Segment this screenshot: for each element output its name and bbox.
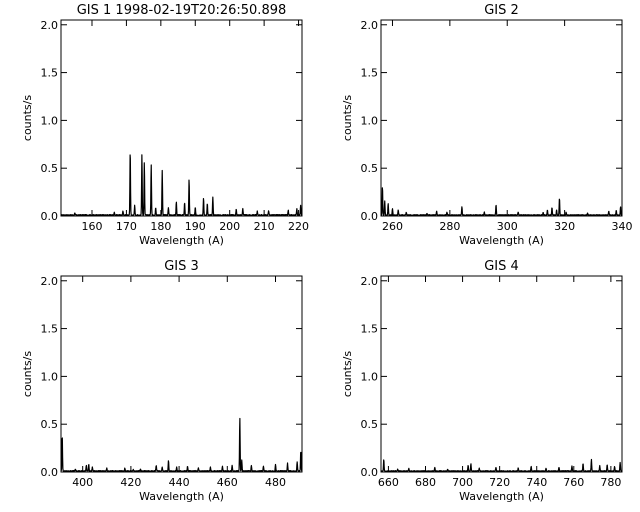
y-tick-label: 1.0 (361, 114, 379, 127)
x-tick-label: 190 (185, 220, 206, 233)
y-tick-label: 0.0 (41, 466, 59, 479)
panel-gis-2: 260 280 300 320 340 0.0 0.5 1.0 1.5 2.0 GIS 2 Wavel… (341, 3, 633, 247)
y-tick-label: 2.0 (41, 19, 59, 32)
x-axis-label: Wavelength (A) (459, 234, 544, 247)
x-tick-label: 300 (497, 220, 518, 233)
chart-title: GIS 3 (164, 259, 199, 274)
panel-gis-1: 160 170 180 190 200 210 220 0.0 0.5 1.0 1.5 2.0 GIS … (21, 3, 309, 247)
panel-gis-4: 660 680 700 720 740 760 780 0.0 0.5 1.0 1.5 2.0 GIS … (341, 259, 623, 503)
x-tick-label: 170 (116, 220, 137, 233)
y-tick-label: 2.0 (361, 275, 379, 288)
y-tick-label: 0.5 (41, 162, 59, 175)
x-axis-label: Wavelength (A) (139, 490, 224, 503)
x-axis-label: Wavelength (A) (459, 490, 544, 503)
y-tick-label: 0.0 (361, 210, 379, 223)
x-tick-label: 420 (120, 476, 141, 489)
x-tick-label: 480 (265, 476, 286, 489)
y-tick-label: 0.5 (361, 162, 379, 175)
y-tick-label: 0.0 (41, 210, 59, 223)
x-tick-label: 720 (489, 476, 510, 489)
plot-frame (380, 19, 623, 217)
x-tick-label: 160 (81, 220, 102, 233)
y-axis-label: counts/s (21, 351, 34, 397)
x-tick-label: 760 (563, 476, 584, 489)
x-tick-label: 660 (378, 476, 399, 489)
y-tick-label: 1.0 (361, 370, 379, 383)
y-tick-label: 2.0 (41, 275, 59, 288)
x-tick-label: 260 (382, 220, 403, 233)
x-tick-label: 210 (254, 220, 275, 233)
x-tick-label: 460 (217, 476, 238, 489)
chart-title: GIS 4 (484, 259, 519, 274)
y-tick-label: 1.5 (41, 67, 59, 80)
y-axis-label: counts/s (21, 95, 34, 141)
x-tick-label: 340 (612, 220, 633, 233)
y-tick-label: 0.5 (41, 418, 59, 431)
x-tick-label: 180 (150, 220, 171, 233)
y-tick-label: 1.0 (41, 370, 59, 383)
x-tick-label: 280 (439, 220, 460, 233)
panel-gis-3: 400 420 440 460 480 0.0 0.5 1.0 1.5 2.0 GIS 3 Wavel… (21, 259, 303, 503)
x-tick-label: 700 (452, 476, 473, 489)
spectrum-line (60, 154, 303, 217)
spectrum-line (380, 187, 623, 217)
y-tick-label: 1.5 (361, 323, 379, 336)
y-tick-label: 0.5 (361, 418, 379, 431)
x-tick-label: 680 (415, 476, 436, 489)
x-tick-label: 740 (526, 476, 547, 489)
y-tick-label: 1.5 (361, 67, 379, 80)
y-tick-label: 1.0 (41, 114, 59, 127)
plot-frame (380, 275, 623, 473)
x-tick-label: 320 (554, 220, 575, 233)
y-tick-label: 1.5 (41, 323, 59, 336)
y-tick-label: 0.0 (361, 466, 379, 479)
y-axis-label: counts/s (341, 351, 354, 397)
plot-frame (60, 275, 303, 473)
chart-title: GIS 1 1998-02-19T20:26:50.898 (77, 3, 287, 18)
x-tick-label: 200 (219, 220, 240, 233)
x-tick-label: 400 (72, 476, 93, 489)
x-tick-label: 780 (600, 476, 621, 489)
plot-frame (60, 19, 303, 217)
spectrum-line (380, 458, 623, 473)
x-tick-label: 220 (288, 220, 309, 233)
y-tick-label: 2.0 (361, 19, 379, 32)
chart-title: GIS 2 (484, 3, 519, 18)
y-axis-label: counts/s (341, 95, 354, 141)
x-tick-label: 440 (169, 476, 190, 489)
x-axis-label: Wavelength (A) (139, 234, 224, 247)
spectrum-line (60, 417, 303, 473)
